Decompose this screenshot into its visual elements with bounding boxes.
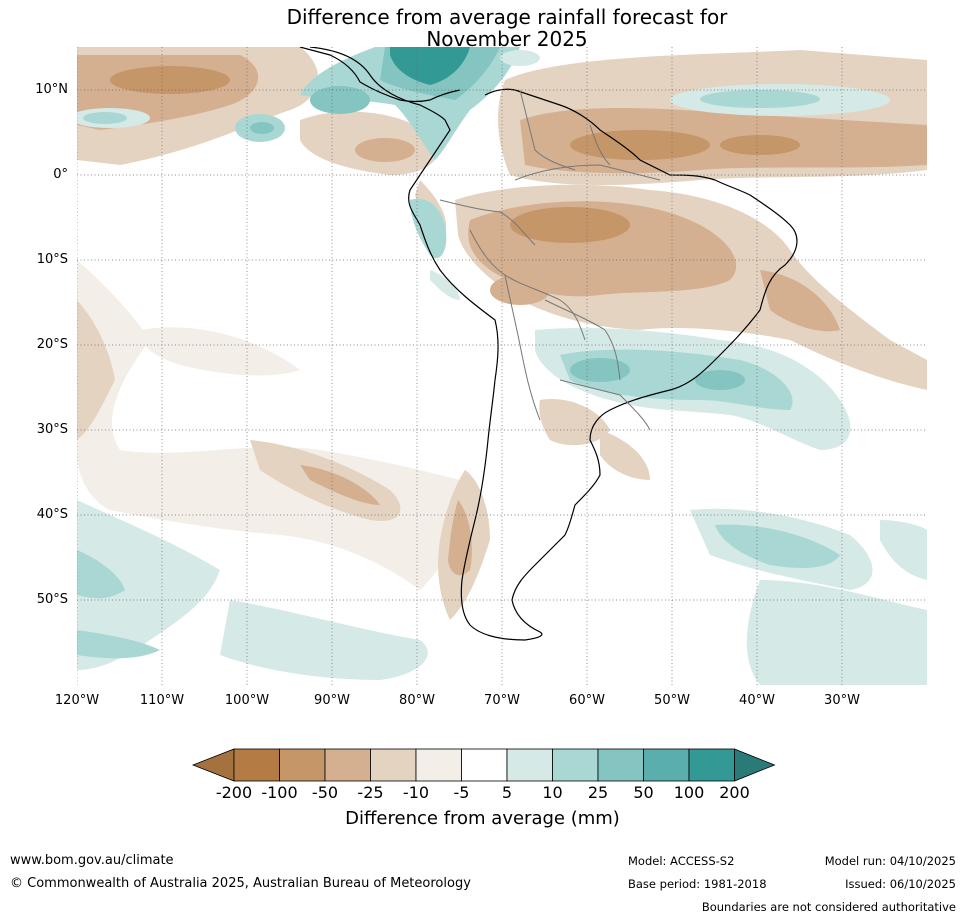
lon-label-30w: 30°W (824, 693, 860, 708)
lon-label-120w: 120°W (54, 693, 100, 708)
wet-area-ecuador (410, 198, 460, 300)
colorbar-tick-label: 25 (587, 783, 609, 802)
colorbar-title: Difference from average (mm) (345, 808, 620, 829)
dry-area-pacific (77, 260, 463, 590)
colorbar-segment (415, 748, 462, 782)
wet-feature-north (77, 47, 890, 160)
footer-model-run: Model run: 04/10/2025 (824, 854, 956, 868)
country-borders (439, 89, 661, 431)
lon-label-100w: 100°W (224, 693, 270, 708)
colorbar-tick-label: 50 (633, 783, 654, 802)
colorbar-tick-label: -10 (402, 783, 430, 802)
chart-title-line2: November 2025 (426, 27, 588, 51)
colorbar-tick-label: -25 (357, 783, 384, 802)
lon-label-50w: 50°W (654, 693, 690, 708)
lat-label-30s: 30°S (36, 422, 68, 437)
graticule (77, 47, 927, 685)
colorbar-segment (324, 748, 371, 782)
lat-label-50s: 50°S (36, 592, 68, 607)
footer-base-period: Base period: 1981-2018 (628, 877, 767, 891)
colorbar-tick-label: -50 (311, 783, 339, 802)
coastline (299, 47, 798, 641)
footer-model: Model: ACCESS-S2 (628, 854, 735, 868)
colorbar-segment (688, 748, 735, 782)
colorbar-segment (279, 748, 326, 782)
lat-label-10n: 10°N (35, 82, 68, 97)
footer-copyright: © Commonwealth of Australia 2025, Austra… (10, 876, 471, 891)
dry-area-brazil (415, 180, 927, 390)
dry-area-patagonia (438, 399, 650, 620)
colorbar-tick-label: -100 (261, 783, 298, 802)
wet-area-south (77, 500, 927, 685)
colorbar-segment (506, 748, 553, 782)
colorbar-tick-label: 200 (719, 783, 750, 802)
lon-label-70w: 70°W (484, 693, 520, 708)
lon-label-90w: 90°W (314, 693, 350, 708)
colorbar-tick-label: -5 (453, 783, 470, 802)
colorbar-segment (233, 748, 280, 782)
colorbar-tick-label: 100 (673, 783, 705, 802)
dry-band-north (77, 47, 927, 185)
lat-label-20s: 20°S (36, 337, 68, 352)
colorbar-tick-label: 5 (501, 783, 513, 802)
lat-label-40s: 40°S (36, 507, 68, 522)
lon-label-60w: 60°W (569, 693, 605, 708)
lon-label-80w: 80°W (399, 693, 435, 708)
footer-website[interactable]: www.bom.gov.au/climate (10, 853, 174, 868)
colorbar-segment (597, 748, 644, 782)
colorbar-segment (461, 748, 508, 782)
lon-label-40w: 40°W (739, 693, 775, 708)
lat-label-0: 0° (53, 167, 68, 182)
colorbar-segment (643, 748, 690, 782)
colorbar-segment (370, 748, 417, 782)
chart-title-line1: Difference from average rainfall forecas… (286, 5, 728, 29)
footer-boundaries-note: Boundaries are not considered authoritat… (701, 900, 956, 914)
footer-issued: Issued: 06/10/2025 (845, 877, 956, 891)
colorbar-tick-label: 10 (542, 783, 563, 802)
lon-label-110w: 110°W (139, 693, 185, 708)
colorbar-extend-high (734, 748, 776, 782)
colorbar-segment (552, 748, 599, 782)
colorbar-extend-low (191, 748, 235, 782)
lat-label-10s: 10°S (36, 252, 68, 267)
colorbar-tick-label: -200 (215, 783, 253, 802)
